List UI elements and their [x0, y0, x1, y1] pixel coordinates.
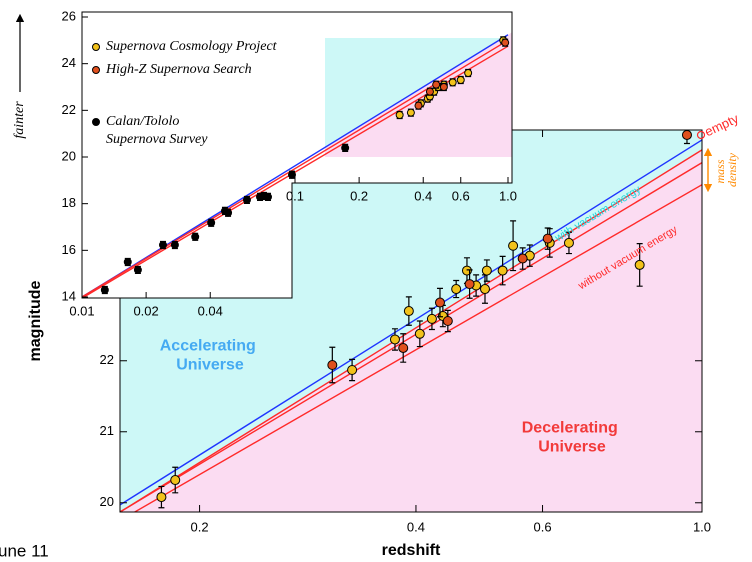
data-point [497, 265, 508, 276]
legend-label: High-Z Supernova Search [105, 62, 252, 77]
data-point [414, 101, 423, 110]
annotation: mass density [713, 152, 739, 187]
data-point [224, 208, 233, 217]
data-point [425, 87, 434, 96]
x-tick-label: 0.01 [69, 303, 94, 318]
model-line [120, 162, 702, 512]
data-point [287, 170, 296, 179]
data-point [448, 78, 457, 87]
legend-label: Supernova Cosmology Project [106, 39, 278, 54]
data-point [464, 279, 475, 290]
data-point [426, 313, 437, 324]
y-tick-label: 22 [100, 352, 114, 367]
legend-marker [92, 118, 100, 126]
data-point [133, 265, 142, 274]
y-tick-label: 24 [62, 55, 76, 70]
data-point [563, 237, 574, 248]
x-tick-label: 0.4 [414, 188, 432, 203]
y-tick-label: 20 [62, 148, 76, 163]
data-point [542, 233, 553, 244]
y-tick-label: 21 [100, 423, 114, 438]
data-point [432, 80, 441, 89]
inset-y-label: fainter [12, 101, 27, 139]
data-point [508, 240, 519, 251]
x-tick-label: 0.1 [286, 188, 304, 203]
data-point [207, 218, 216, 227]
data-point [170, 475, 181, 486]
data-point [479, 284, 490, 295]
y-tick-label: 26 [62, 8, 76, 23]
data-point [191, 232, 200, 241]
data-point [464, 69, 473, 77]
x-tick-label: 0.6 [452, 188, 470, 203]
data-point [434, 297, 445, 308]
x-tick-label: 0.2 [350, 188, 368, 203]
data-point [634, 259, 645, 270]
data-point [327, 360, 338, 371]
legend-marker [92, 43, 100, 51]
data-point [439, 83, 448, 91]
data-point [347, 364, 358, 375]
data-point [264, 192, 273, 201]
data-point [123, 258, 132, 266]
legend-marker [92, 66, 100, 74]
x-tick-label: 0.02 [133, 303, 158, 318]
x-tick-label: 1.0 [499, 188, 517, 203]
data-point [501, 38, 510, 47]
model-line [120, 149, 702, 512]
data-point [156, 492, 167, 503]
data-point [481, 265, 492, 276]
data-point [451, 284, 462, 295]
x-tick-label: 1.0 [693, 519, 711, 534]
x-tick-label: 0.6 [533, 519, 551, 534]
y-tick-label: 14 [62, 288, 76, 303]
data-point [100, 286, 109, 294]
data-point [517, 253, 528, 264]
y-tick-label: 20 [100, 494, 114, 509]
model-line [133, 184, 702, 512]
y-tick-label: 18 [62, 195, 76, 210]
inset-plot [82, 32, 512, 298]
data-point [681, 130, 692, 140]
x-axis-label: redshift [382, 542, 441, 559]
data-point [398, 342, 409, 353]
data-point [158, 240, 167, 249]
data-point [389, 334, 400, 345]
data-point [395, 111, 404, 119]
caption: une 11 [0, 541, 49, 560]
annotation: Accelerating Universe [160, 338, 260, 374]
x-tick-label: 0.2 [191, 519, 209, 534]
y-tick-label: 16 [62, 242, 76, 257]
empty-marker [696, 130, 706, 140]
data-point [414, 328, 425, 339]
data-point [242, 195, 251, 204]
annotation: empty [702, 111, 741, 140]
model-line [120, 139, 702, 506]
data-point [442, 316, 453, 326]
legend-label: Calan/Tololo Supernova Survey [106, 114, 208, 147]
y-tick-label: 22 [62, 102, 76, 117]
data-point [456, 76, 465, 84]
annotation: Decelerating Universe [522, 420, 622, 456]
data-point [341, 143, 350, 152]
x-tick-label: 0.04 [198, 303, 223, 318]
y-axis-label: magnitude [27, 280, 44, 361]
main-plot [120, 130, 702, 512]
model-line [82, 34, 509, 298]
data-point [403, 306, 414, 317]
x-tick-label: 0.4 [407, 519, 425, 534]
data-point [170, 240, 179, 249]
data-point [406, 108, 415, 117]
